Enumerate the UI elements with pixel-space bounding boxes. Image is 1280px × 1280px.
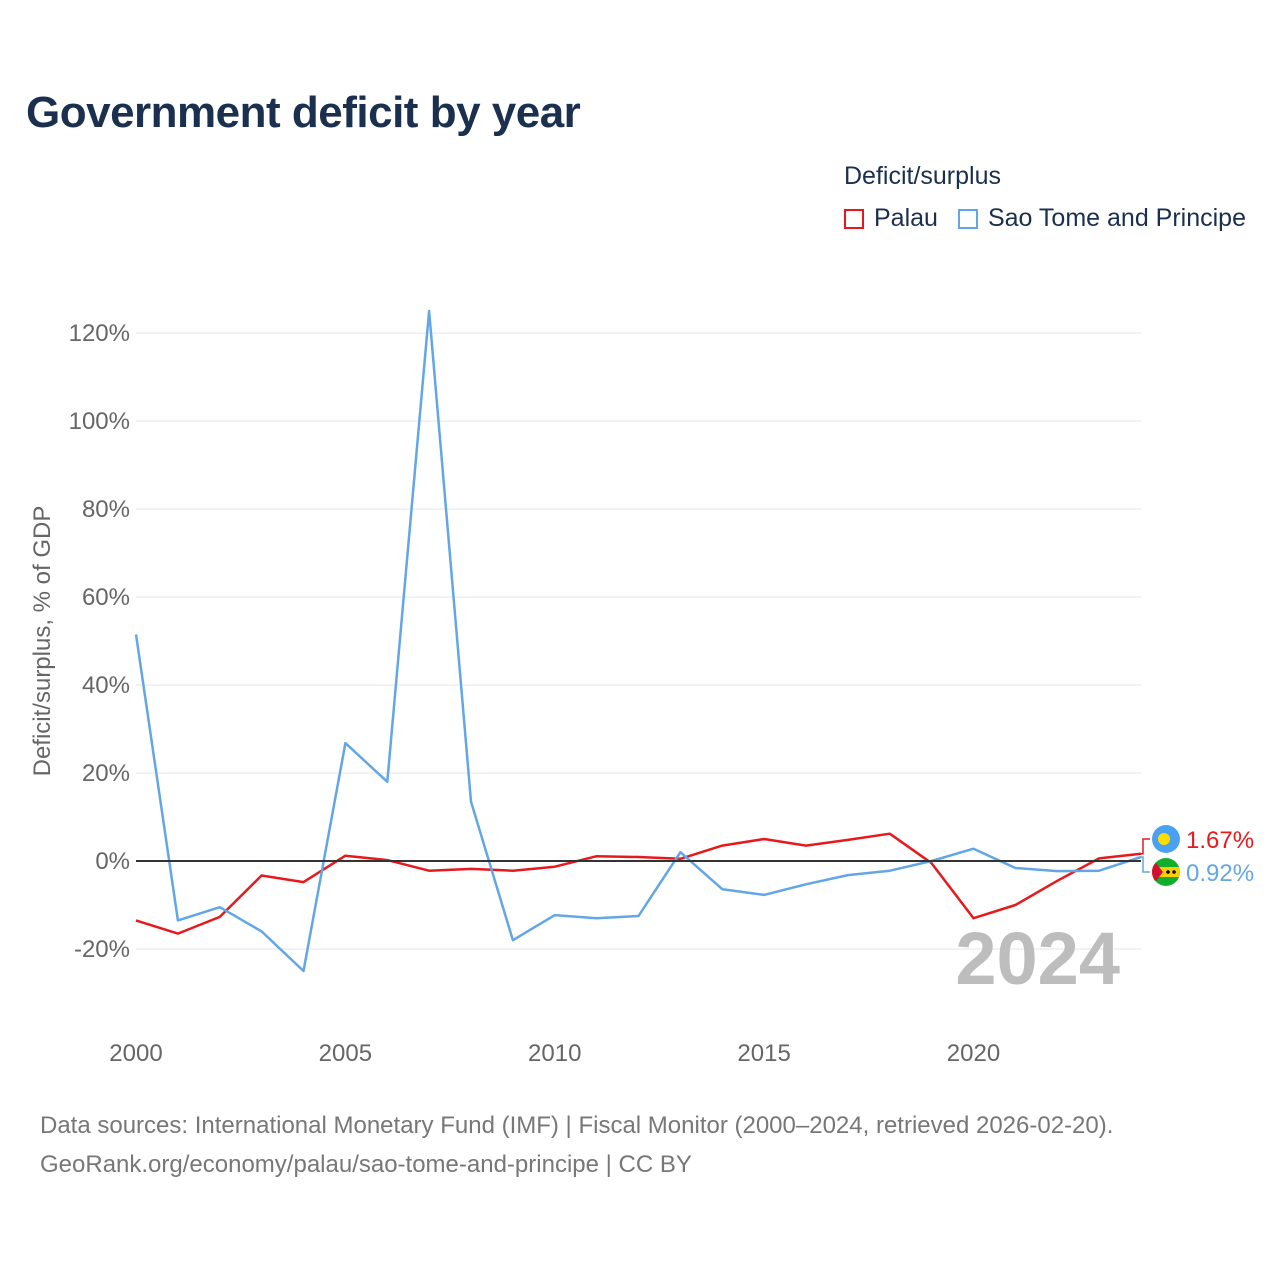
x-tick-label: 2005 — [319, 1040, 372, 1067]
y-tick-label: 40% — [82, 672, 130, 699]
legend-item-sao-tome-and-principe[interactable]: Sao Tome and Principe — [957, 204, 1246, 233]
footer-url: GeoRank.org/economy/palau/sao-tome-and-p… — [40, 1151, 692, 1178]
line-chart: -20%0%20%40%60%80%100%120% 2000 2005 2010 2… — [29, 309, 1254, 1067]
y-tick-label: 80% — [82, 496, 130, 523]
connector-line — [1141, 838, 1150, 855]
legend-title: Deficit/surplus — [844, 162, 1001, 190]
legend-swatch-palau — [844, 208, 864, 229]
legend-item-palau[interactable]: Palau — [844, 204, 938, 233]
sao-tome-flag-icon — [1152, 858, 1180, 886]
x-tick-label: 2015 — [737, 1040, 790, 1067]
y-tick-label: 120% — [69, 320, 130, 347]
palau-flag-icon — [1152, 825, 1180, 853]
legend-label-palau: Palau — [874, 204, 938, 232]
y-axis-label: Deficit/surplus, % of GDP — [29, 506, 56, 777]
y-tick-label: -20% — [74, 936, 130, 963]
chart-title: Government deficit by year — [26, 88, 581, 137]
year-watermark: 2024 — [955, 917, 1120, 1000]
y-tick-label: 0% — [95, 848, 130, 875]
legend: Palau Sao Tome and Principe — [844, 204, 1266, 233]
y-tick-label: 100% — [69, 408, 130, 435]
footer: Data sources: International Monetary Fun… — [40, 1106, 1113, 1184]
end-label-palau: 1.67% — [1186, 827, 1254, 854]
legend-swatch-sao-tome-and-principe — [957, 208, 978, 229]
x-tick-labels: 2000 2005 2010 2015 2020 — [109, 1040, 1000, 1067]
series-line-sao-tome-and-principe — [134, 309, 1142, 973]
series-line-palau — [135, 832, 1142, 935]
end-markers: 1.67% 0.92% — [1141, 825, 1254, 887]
footer-sources: Data sources: International Monetary Fun… — [40, 1112, 1114, 1139]
x-tick-label: 2000 — [109, 1040, 162, 1067]
y-tick-label: 20% — [82, 760, 130, 787]
grid-lines — [136, 332, 1141, 950]
end-label-sao-tome-and-principe: 0.92% — [1186, 860, 1254, 887]
legend-label-sao-tome-and-principe: Sao Tome and Principe — [987, 204, 1246, 232]
y-tick-label: 60% — [82, 584, 130, 611]
connector-line — [1141, 856, 1150, 873]
x-tick-label: 2010 — [528, 1040, 581, 1067]
x-tick-label: 2020 — [947, 1040, 1000, 1067]
series-lines — [134, 309, 1142, 973]
y-tick-labels: -20% 0% 20% 40% 60% 80% 100% 120% — [69, 320, 130, 963]
